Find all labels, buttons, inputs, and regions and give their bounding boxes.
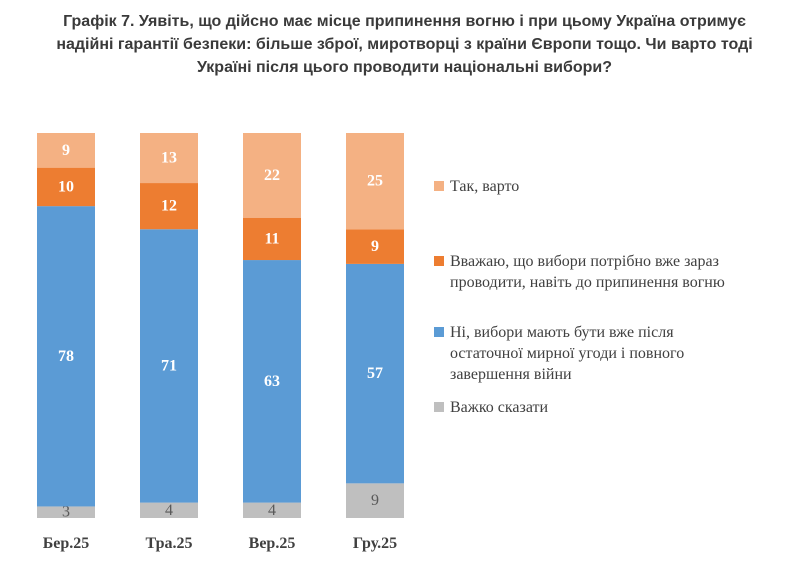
data-label: 3 [62, 504, 70, 521]
bar-segment-1-2 [140, 183, 198, 230]
legend-label-line: Так, варто [450, 178, 520, 195]
legend-label-line: Вважаю, що вибори потрібно вже зараз [450, 253, 719, 270]
legend-label-line: Ні, вибори мають бути вже після [450, 324, 674, 341]
bar-segment-0-3 [37, 133, 95, 168]
data-label: 22 [264, 167, 280, 184]
data-label: 4 [165, 502, 173, 519]
legend-swatch-icon [434, 181, 444, 191]
data-label: 63 [264, 373, 280, 390]
data-label: 57 [367, 365, 383, 382]
bar-segment-3-2 [346, 229, 404, 264]
data-label: 25 [367, 173, 383, 190]
legend-label: Вважаю, що вибори потрібно вже зараз про… [450, 251, 790, 293]
legend-label-line: Важко сказати [450, 399, 549, 416]
bar-segment-1-0 [140, 502, 198, 518]
data-label: 13 [161, 150, 177, 167]
bar-segment-3-0 [346, 483, 404, 518]
data-label: 4 [268, 502, 276, 519]
legend-swatch-icon [434, 327, 444, 337]
bar-segment-2-1 [243, 260, 301, 503]
legend-swatch-icon [434, 256, 444, 266]
bar-segment-1-3 [140, 133, 198, 184]
legend-label: Важко сказати [450, 397, 790, 418]
chart-title: Графік 7. Уявіть, що дійсно має місце пр… [0, 10, 809, 79]
data-label: 71 [161, 357, 177, 374]
bar-segment-1-1 [140, 229, 198, 503]
category-label: Бер.25 [43, 535, 90, 552]
legend-swatch-icon [434, 402, 444, 412]
legend-label-line: остаточної мирної угоди і повного [450, 345, 685, 362]
category-label: Гру.25 [353, 535, 397, 552]
legend-label-line: проводити, навіть до припинення вогню [450, 274, 725, 291]
category-label: Вер.25 [249, 535, 296, 552]
chart-title-line: Україні після цього проводити національн… [196, 59, 613, 76]
data-label: 78 [58, 348, 74, 365]
bar-segment-2-0 [243, 502, 301, 518]
bar-segment-0-0 [37, 506, 95, 518]
data-label: 11 [264, 230, 279, 247]
bar-segment-0-2 [37, 167, 95, 207]
legend-label-line: завершення війни [450, 366, 572, 383]
chart-title-line: надійні гарантії безпеки: більше зброї, … [56, 36, 753, 53]
data-label: 12 [161, 198, 177, 215]
data-label: 9 [371, 238, 379, 255]
bar-segment-3-3 [346, 133, 404, 230]
bar-segment-2-2 [243, 217, 301, 261]
data-label: 10 [58, 178, 74, 195]
bar-segment-3-1 [346, 263, 404, 484]
data-label: 9 [371, 492, 379, 509]
data-label: 9 [62, 142, 70, 159]
bar-segment-0-1 [37, 206, 95, 507]
bar-segment-2-3 [243, 133, 301, 218]
chart-title-line: Графік 7. Уявіть, що дійсно має місце пр… [63, 13, 746, 30]
legend-label: Ні, вибори мають бути вже після остаточн… [450, 322, 790, 385]
category-label: Тра.25 [146, 535, 193, 552]
legend-label: Так, варто [450, 176, 790, 197]
